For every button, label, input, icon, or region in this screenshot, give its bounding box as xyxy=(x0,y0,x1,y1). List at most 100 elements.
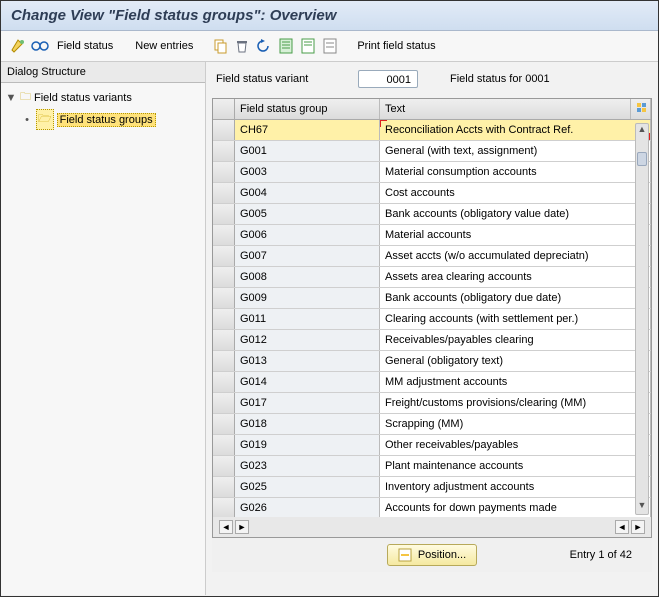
cell-group[interactable]: G001 xyxy=(235,141,380,161)
cell-group[interactable]: G008 xyxy=(235,267,380,287)
table-row: G006Material accounts xyxy=(213,225,651,246)
hscroll-right-icon[interactable]: ► xyxy=(235,520,249,534)
content-pane: Field status variant 0001 Field status f… xyxy=(206,62,658,595)
cell-text[interactable]: Bank accounts (obligatory due date) xyxy=(380,288,651,308)
row-selector[interactable] xyxy=(213,393,235,413)
cell-text[interactable]: Other receivables/payables xyxy=(380,435,651,455)
cell-text[interactable]: General (obligatory text) xyxy=(380,351,651,371)
cell-text[interactable]: Inventory adjustment accounts xyxy=(380,477,651,497)
cell-group[interactable]: G023 xyxy=(235,456,380,476)
cell-group[interactable]: G004 xyxy=(235,183,380,203)
cell-group[interactable]: G026 xyxy=(235,498,380,517)
table-config-icon[interactable] xyxy=(631,99,651,119)
cell-group[interactable]: G011 xyxy=(235,309,380,329)
table-row: G014MM adjustment accounts xyxy=(213,372,651,393)
position-label: Position... xyxy=(418,549,466,561)
table-row: G023Plant maintenance accounts xyxy=(213,456,651,477)
table-row: G017Freight/customs provisions/clearing … xyxy=(213,393,651,414)
cell-group[interactable]: G018 xyxy=(235,414,380,434)
folder-icon: 🗀 xyxy=(20,88,31,107)
cell-group[interactable]: G012 xyxy=(235,330,380,350)
col-header-text[interactable]: Text xyxy=(380,99,631,119)
table-row: G005Bank accounts (obligatory value date… xyxy=(213,204,651,225)
row-selector[interactable] xyxy=(213,414,235,434)
cell-group[interactable]: CH67 xyxy=(235,120,380,140)
glasses-icon[interactable] xyxy=(31,37,49,55)
cell-text[interactable]: Asset accts (w/o accumulated depreciatn) xyxy=(380,246,651,266)
deselect-all-icon[interactable] xyxy=(299,37,317,55)
cell-group[interactable]: G007 xyxy=(235,246,380,266)
cell-group[interactable]: G019 xyxy=(235,435,380,455)
row-selector[interactable] xyxy=(213,456,235,476)
cell-text[interactable]: Scrapping (MM) xyxy=(380,414,651,434)
row-selector[interactable] xyxy=(213,435,235,455)
hscroll-left2-icon[interactable]: ◄ xyxy=(615,520,629,534)
row-selector[interactable] xyxy=(213,204,235,224)
table-row: G004Cost accounts xyxy=(213,183,651,204)
cell-group[interactable]: G003 xyxy=(235,162,380,182)
row-selector[interactable] xyxy=(213,225,235,245)
cell-text[interactable]: Cost accounts xyxy=(380,183,651,203)
cell-text[interactable]: General (with text, assignment) xyxy=(380,141,651,161)
scroll-up-icon[interactable]: ▲ xyxy=(636,124,648,138)
cell-text[interactable]: Reconciliation Accts with Contract Ref. xyxy=(380,120,651,140)
print-field-status-button[interactable]: Print field status xyxy=(353,38,439,54)
cell-group[interactable]: G006 xyxy=(235,225,380,245)
new-entries-button[interactable]: New entries xyxy=(131,38,197,54)
row-selector[interactable] xyxy=(213,141,235,161)
cell-group[interactable]: G025 xyxy=(235,477,380,497)
tree-node-variants[interactable]: ▼ 🗀 Field status variants xyxy=(3,87,203,108)
other-view-icon[interactable] xyxy=(9,37,27,55)
cell-text[interactable]: Material accounts xyxy=(380,225,651,245)
table-header: Field status group Text xyxy=(213,99,651,120)
dialog-structure-pane: Dialog Structure ▼ 🗀 Field status varian… xyxy=(1,62,206,595)
table-row: G025Inventory adjustment accounts xyxy=(213,477,651,498)
config-icon[interactable] xyxy=(321,37,339,55)
field-status-table: Field status group Text CH67Reconciliati… xyxy=(212,98,652,538)
scroll-thumb[interactable] xyxy=(637,152,647,166)
row-selector[interactable] xyxy=(213,162,235,182)
hscroll-left-icon[interactable]: ◄ xyxy=(219,520,233,534)
col-header-group[interactable]: Field status group xyxy=(235,99,380,119)
row-selector[interactable] xyxy=(213,288,235,308)
row-selector[interactable] xyxy=(213,498,235,517)
tree-node-groups[interactable]: • 🗁 Field status groups xyxy=(3,108,203,131)
row-selector[interactable] xyxy=(213,120,235,140)
table-row: G018Scrapping (MM) xyxy=(213,414,651,435)
horizontal-scroll-row: ◄ ► ◄ ► xyxy=(213,517,651,537)
row-selector[interactable] xyxy=(213,477,235,497)
row-selector[interactable] xyxy=(213,330,235,350)
position-button[interactable]: Position... xyxy=(387,544,477,566)
cell-group[interactable]: G014 xyxy=(235,372,380,392)
cell-group[interactable]: G009 xyxy=(235,288,380,308)
scroll-down-icon[interactable]: ▼ xyxy=(636,500,648,514)
row-selector[interactable] xyxy=(213,372,235,392)
cell-group[interactable]: G005 xyxy=(235,204,380,224)
field-status-link[interactable]: Field status xyxy=(53,38,117,54)
row-selector[interactable] xyxy=(213,267,235,287)
undo-icon[interactable] xyxy=(255,37,273,55)
tree-expand-icon[interactable]: ▼ xyxy=(5,92,17,104)
row-selector[interactable] xyxy=(213,183,235,203)
cell-text[interactable]: Bank accounts (obligatory value date) xyxy=(380,204,651,224)
cell-text[interactable]: Material consumption accounts xyxy=(380,162,651,182)
cell-text[interactable]: Receivables/payables clearing xyxy=(380,330,651,350)
cell-text[interactable]: Clearing accounts (with settlement per.) xyxy=(380,309,651,329)
delete-icon[interactable] xyxy=(233,37,251,55)
cell-text[interactable]: Freight/customs provisions/clearing (MM) xyxy=(380,393,651,413)
cell-text[interactable]: MM adjustment accounts xyxy=(380,372,651,392)
cell-text[interactable]: Accounts for down payments made xyxy=(380,498,651,517)
cell-text[interactable]: Assets area clearing accounts xyxy=(380,267,651,287)
row-selector[interactable] xyxy=(213,246,235,266)
vertical-scrollbar[interactable]: ▲ ▼ xyxy=(635,123,649,515)
cell-group[interactable]: G013 xyxy=(235,351,380,371)
row-selector[interactable] xyxy=(213,309,235,329)
tree-bullet-icon: • xyxy=(21,114,33,126)
table-row: G007Asset accts (w/o accumulated depreci… xyxy=(213,246,651,267)
row-selector[interactable] xyxy=(213,351,235,371)
cell-text[interactable]: Plant maintenance accounts xyxy=(380,456,651,476)
cell-group[interactable]: G017 xyxy=(235,393,380,413)
select-all-icon[interactable] xyxy=(277,37,295,55)
hscroll-right2-icon[interactable]: ► xyxy=(631,520,645,534)
copy-icon[interactable] xyxy=(211,37,229,55)
